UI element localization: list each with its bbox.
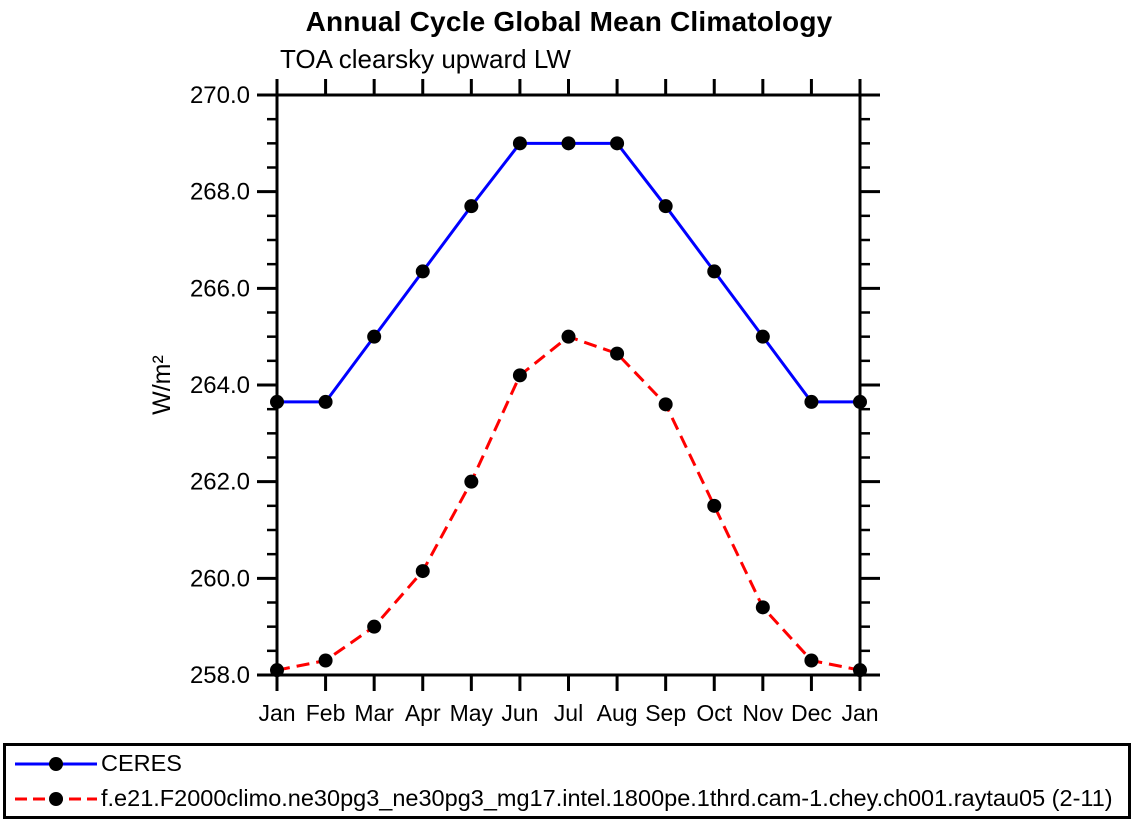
ceres-line-sample-icon bbox=[15, 756, 97, 771]
data-point-marker bbox=[561, 136, 576, 151]
data-point-marker bbox=[561, 329, 576, 344]
data-point-marker bbox=[464, 199, 479, 214]
x-tick-label: Dec bbox=[791, 700, 832, 726]
x-tick-label: Jul bbox=[554, 700, 583, 726]
y-tick-label: 260.0 bbox=[190, 565, 250, 592]
y-tick-label: 268.0 bbox=[190, 179, 250, 206]
series-line-0 bbox=[277, 141, 860, 404]
x-tick-label: Oct bbox=[696, 700, 732, 726]
legend-label-ceres: CERES bbox=[101, 750, 182, 776]
series-line-1 bbox=[276, 335, 861, 672]
data-point-marker bbox=[367, 329, 382, 344]
x-tick-label: Feb bbox=[306, 700, 346, 726]
model-line-sample-icon bbox=[15, 791, 97, 806]
data-point-marker bbox=[755, 600, 770, 615]
data-point-marker bbox=[610, 136, 625, 151]
data-point-marker bbox=[415, 564, 430, 579]
x-tick-label: Aug bbox=[597, 700, 638, 726]
x-tick-label: Mar bbox=[354, 700, 394, 726]
data-point-marker bbox=[270, 394, 284, 409]
x-tick-label: Sep bbox=[645, 700, 686, 726]
data-point-marker bbox=[367, 619, 382, 634]
legend-item-ceres: CERES bbox=[6, 748, 1128, 780]
data-point-marker bbox=[707, 498, 722, 513]
data-point-marker bbox=[853, 663, 867, 678]
data-point-marker bbox=[610, 346, 625, 361]
y-tick-label: 264.0 bbox=[190, 372, 250, 399]
chart-title: Annual Cycle Global Mean Climatology bbox=[305, 6, 833, 37]
data-point-marker bbox=[804, 394, 819, 409]
data-point-marker bbox=[658, 199, 673, 214]
x-tick-label: Apr bbox=[405, 700, 441, 726]
data-point-marker bbox=[512, 368, 527, 383]
data-point-marker bbox=[755, 329, 770, 344]
plot-frame bbox=[275, 93, 862, 677]
data-point-marker bbox=[707, 264, 722, 279]
data-point-marker bbox=[415, 264, 430, 279]
y-tick-label: 270.0 bbox=[190, 82, 250, 109]
data-point-marker bbox=[512, 136, 527, 151]
legend: CERES f.e21.F2000climo.ne30pg3_ne30pg3_m… bbox=[3, 743, 1131, 819]
data-point-marker bbox=[853, 394, 867, 409]
data-point-marker bbox=[804, 653, 819, 668]
y-axis-label: W/m² bbox=[148, 355, 176, 415]
x-tick-label: Jan bbox=[258, 700, 295, 726]
data-point-marker bbox=[270, 663, 284, 678]
x-tick-label: Jan bbox=[841, 700, 878, 726]
data-point-marker bbox=[318, 394, 333, 409]
legend-item-model: f.e21.F2000climo.ne30pg3_ne30pg3_mg17.in… bbox=[6, 783, 1128, 815]
x-tick-label: Jun bbox=[501, 700, 538, 726]
data-point-marker bbox=[464, 474, 479, 489]
x-tick-label: Nov bbox=[742, 700, 783, 726]
chart-subtitle: TOA clearsky upward LW bbox=[280, 44, 571, 74]
x-tick-label: May bbox=[450, 700, 494, 726]
data-point-marker bbox=[318, 653, 333, 668]
y-tick-label: 262.0 bbox=[190, 469, 250, 496]
plot-area: W/m² 258.0 260.0 262.0 264.0 266.0 268.0 270.0… bbox=[148, 79, 880, 726]
y-tick-label: 266.0 bbox=[190, 275, 250, 302]
y-tick-label: 258.0 bbox=[190, 662, 250, 689]
data-point-marker bbox=[658, 397, 673, 412]
legend-label-model: f.e21.F2000climo.ne30pg3_ne30pg3_mg17.in… bbox=[101, 785, 1113, 811]
